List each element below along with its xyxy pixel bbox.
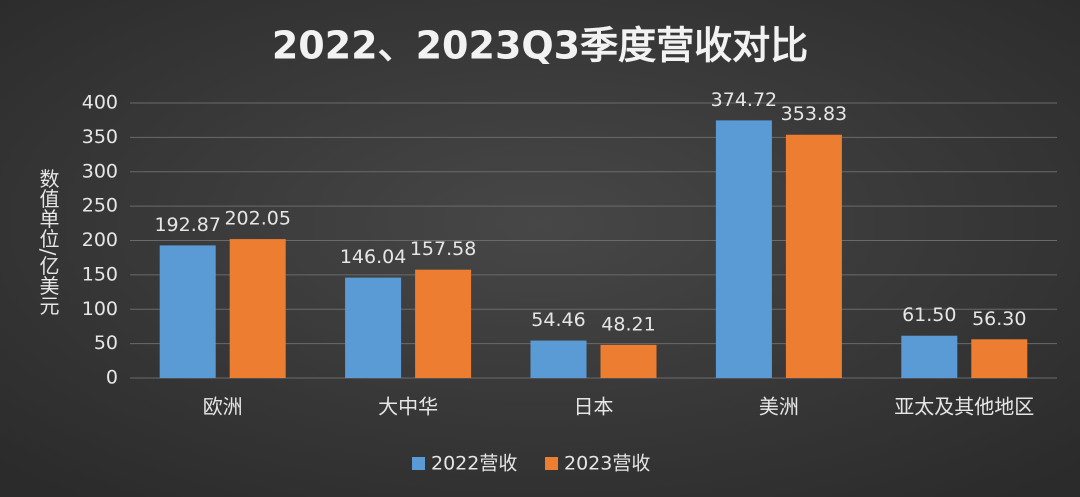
- value-label: 192.87: [154, 214, 220, 236]
- y-tick-label: 0: [106, 367, 118, 389]
- value-label: 202.05: [224, 208, 290, 230]
- value-label: 54.46: [531, 309, 585, 331]
- legend-swatch: [412, 457, 425, 470]
- y-tick-label: 400: [82, 92, 118, 114]
- value-label: 48.21: [601, 313, 655, 335]
- bar: [345, 277, 402, 378]
- x-tick-label: 美洲: [759, 395, 799, 419]
- y-tick-label: 200: [82, 229, 118, 251]
- value-label: 146.04: [340, 246, 406, 268]
- value-label: 61.50: [902, 304, 956, 326]
- bar: [785, 134, 842, 378]
- value-label: 56.30: [972, 308, 1026, 330]
- value-label: 374.72: [711, 89, 777, 111]
- y-tick-label: 150: [82, 263, 118, 285]
- y-axis-label: 数值单位/亿美元: [36, 168, 60, 315]
- bar: [159, 245, 216, 378]
- legend-label: 2023营收: [564, 453, 650, 475]
- bar: [229, 239, 286, 378]
- y-tick-label: 300: [82, 160, 118, 182]
- chart-title: 2022、2023Q3季度营收对比: [272, 24, 808, 68]
- x-tick-label: 大中华: [378, 395, 438, 419]
- x-tick-label: 亚太及其他地区: [894, 395, 1034, 419]
- legend-swatch: [545, 457, 558, 470]
- bar: [530, 340, 587, 378]
- bar: [971, 339, 1028, 378]
- value-label: 157.58: [410, 238, 476, 260]
- bar: [415, 269, 472, 378]
- bar: [600, 344, 657, 378]
- y-tick-label: 50: [94, 332, 118, 354]
- value-label: 353.83: [781, 103, 847, 125]
- bar: [901, 335, 958, 378]
- y-tick-label: 100: [82, 298, 118, 320]
- x-tick-label: 日本: [574, 395, 614, 419]
- x-tick-label: 欧洲: [203, 395, 243, 419]
- bar: [715, 120, 772, 378]
- legend-label: 2022营收: [431, 453, 517, 475]
- y-tick-label: 350: [82, 126, 118, 148]
- y-tick-label: 250: [82, 195, 118, 217]
